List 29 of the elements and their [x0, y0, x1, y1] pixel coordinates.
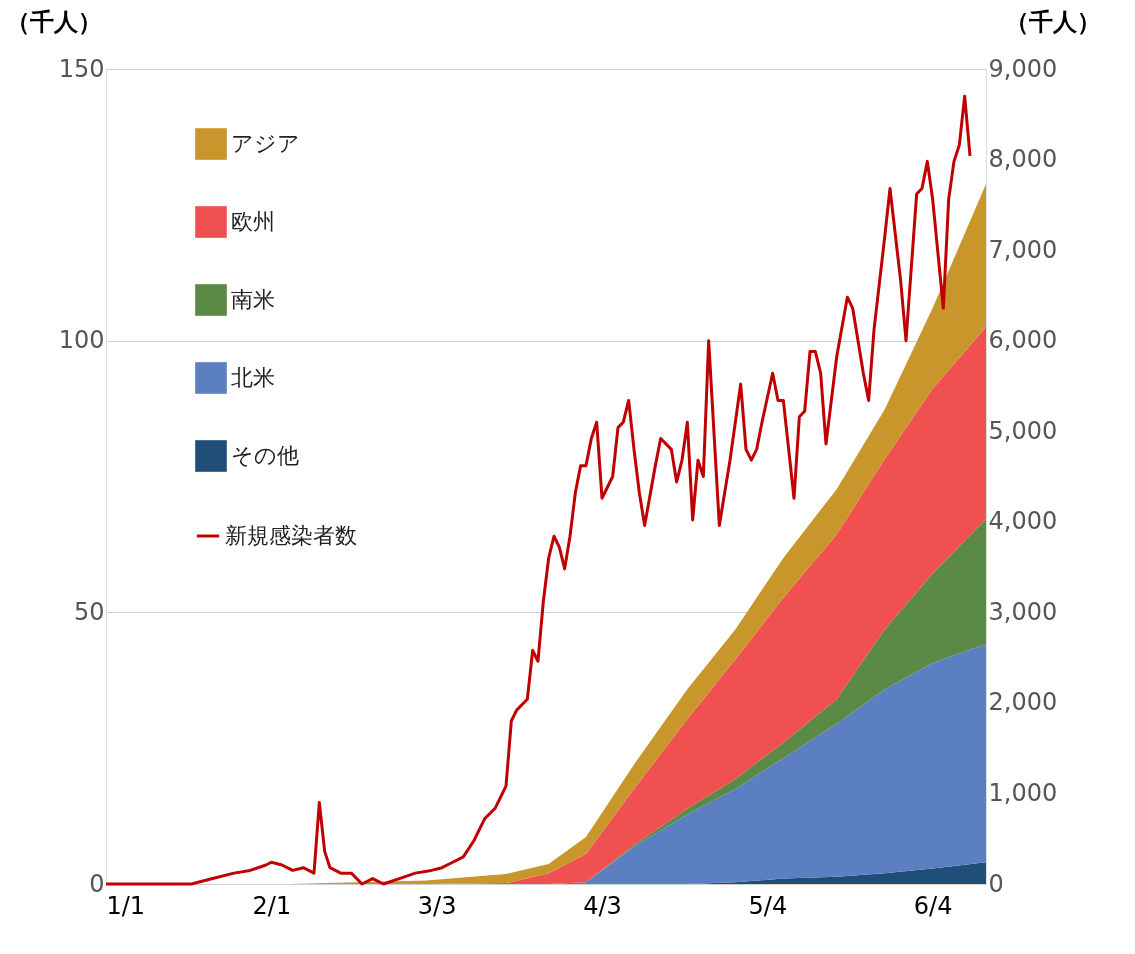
y2-tick-label: 4,000 — [988, 507, 1058, 536]
y-tick-label: 100 — [58, 326, 105, 355]
y2-tick-label: 5,000 — [988, 416, 1058, 445]
y-tick-label: 0 — [89, 869, 105, 898]
legend-label: 欧州 — [231, 209, 275, 234]
legend-label: その他 — [231, 443, 299, 468]
legend-label: アジア — [231, 131, 300, 156]
y2-tick-label: 6,000 — [988, 326, 1058, 355]
y2-tick-label: 7,000 — [988, 235, 1058, 264]
y2-tick-label: 8,000 — [988, 145, 1058, 174]
y2-tick-label: 9,000 — [988, 54, 1058, 83]
legend-label: 北米 — [231, 365, 275, 390]
x-tick-label: 4/3 — [583, 891, 622, 920]
legend-label: 新規感染者数 — [225, 523, 357, 548]
y-tick-label: 50 — [73, 597, 105, 626]
y2-axis-title: （千人） — [1004, 7, 1101, 36]
y-axis-title: （千人） — [5, 7, 102, 36]
x-tick-label: 6/4 — [913, 891, 953, 920]
x-tick-label: 3/3 — [417, 891, 457, 920]
line-series — [104, 94, 972, 886]
legend-label: 南米 — [231, 287, 275, 312]
y2-tick-label: 0 — [988, 869, 1004, 898]
x-tick-label: 1/1 — [106, 891, 146, 920]
y2-tick-label: 1,000 — [988, 778, 1058, 807]
y2-tick-label: 3,000 — [988, 597, 1058, 626]
x-tick-label: 5/4 — [748, 891, 788, 920]
y2-tick-label: 2,000 — [988, 688, 1058, 717]
x-tick-label: 2/1 — [252, 891, 292, 920]
y-tick-label: 150 — [58, 54, 105, 83]
